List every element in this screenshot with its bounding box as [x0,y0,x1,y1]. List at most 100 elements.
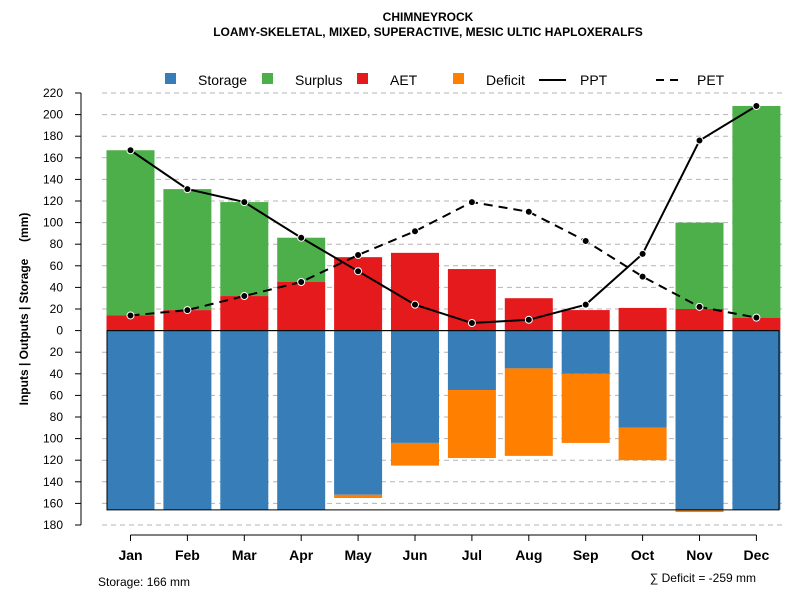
storage-bar [447,330,496,390]
deficit-bar [561,373,610,443]
y-tick-label: 120 [43,453,63,467]
x-tick-label: Dec [744,547,770,563]
surplus-bar [277,237,326,282]
ppt-point [183,185,192,194]
legend: Storage Surplus AET Deficit PPT PET [165,72,725,88]
ppt-point [524,315,533,324]
ppt-point [638,249,647,258]
x-tick-label: May [344,547,371,563]
legend-label-deficit: Deficit [486,72,525,88]
deficit-bar [391,442,439,466]
y-tick-label: 120 [43,194,63,208]
pet-point [581,236,590,245]
legend-label-storage: Storage [198,72,247,88]
x-tick-label: Jul [462,547,482,563]
pet-point [354,251,363,259]
x-tick-label: Sep [573,547,599,563]
deficit-note: ∑ Deficit = -259 mm [650,571,756,585]
legend-label-aet: AET [390,72,418,88]
y-axis-label: Inputs | Outputs | Storage (mm) [17,213,31,406]
deficit-bar [675,509,724,513]
y-tick-label: 40 [50,367,64,381]
x-tick-label: Jun [403,547,428,563]
pet-point [695,302,704,311]
ppt-point [752,101,761,110]
y-tick-label: 60 [50,388,64,402]
y-tick-label: 140 [43,172,63,186]
pet-line [130,201,757,319]
pet-point [467,198,476,207]
aet-bar [106,315,155,331]
aet-bar [732,317,781,331]
surplus-bar [106,150,155,316]
legend-label-ppt: PPT [580,72,608,88]
pet-point [524,207,533,216]
aet-bar [618,307,667,331]
x-tick-label: Nov [686,547,713,563]
axes-layer: 2202001801601401201008060402002040608010… [43,86,780,563]
y-tick-label: 80 [50,410,64,424]
x-tick-label: Apr [289,547,314,563]
y-tick-label: 20 [50,345,64,359]
chart-title: CHIMNEYROCK [383,10,474,24]
y-tick-label: 160 [43,496,63,510]
y-tick-label: 160 [43,151,63,165]
aet-bar [504,298,553,331]
deficit-bar [618,427,667,461]
ppt-point [126,146,135,155]
legend-swatch-aet [357,73,368,84]
pet-point [638,272,647,281]
y-tick-label: 100 [43,216,63,230]
storage-bar [618,330,667,428]
ppt-point [411,300,419,309]
legend-label-pet: PET [697,72,725,88]
surplus-bar [163,189,212,311]
y-tick-label: 80 [50,237,64,251]
legend-swatch-deficit [453,73,464,84]
storage-bar [106,330,155,510]
storage-note: Storage: 166 mm [98,575,190,589]
y-tick-label: 0 [56,324,63,338]
x-tick-label: Oct [631,547,655,563]
ppt-point [467,319,476,328]
aet-bar [561,310,610,331]
ppt-point [240,198,249,207]
legend-swatch-storage [165,73,176,84]
storage-bar [561,330,610,374]
aet-bar [163,310,212,331]
aet-bar [675,309,724,331]
legend-swatch-surplus [262,73,273,84]
storage-capacity-box [106,330,780,511]
y-tick-label: 140 [43,475,63,489]
ppt-point [581,300,590,309]
storage-bar [163,330,212,510]
pet-point [240,292,249,301]
surplus-bar [220,202,269,297]
chart-subtitle: LOAMY-SKELETAL, MIXED, SUPERACTIVE, MESI… [213,25,643,39]
storage-bar [732,330,781,510]
surplus-bar [675,222,724,309]
aet-bar [277,282,326,331]
y-tick-label: 220 [43,86,63,100]
storage-bar [277,330,326,510]
y-tick-label: 180 [43,518,63,532]
ppt-point [354,267,363,276]
pet-point [411,227,419,236]
y-tick-label: 200 [43,108,63,122]
x-tick-label: Jan [118,547,142,563]
deficit-bar [504,368,553,456]
x-tick-label: Mar [232,547,257,563]
storage-bar [220,330,269,510]
y-tick-label: 180 [43,129,63,143]
y-tick-label: 60 [50,259,64,273]
lines-layer [126,101,761,328]
pet-point [183,306,192,315]
ppt-line [129,105,757,325]
bars-layer [106,105,781,513]
y-tick-label: 20 [50,302,64,316]
aet-bar [220,296,269,331]
legend-label-surplus: Surplus [295,72,342,88]
deficit-bar [447,390,496,459]
storage-bar [391,330,439,443]
